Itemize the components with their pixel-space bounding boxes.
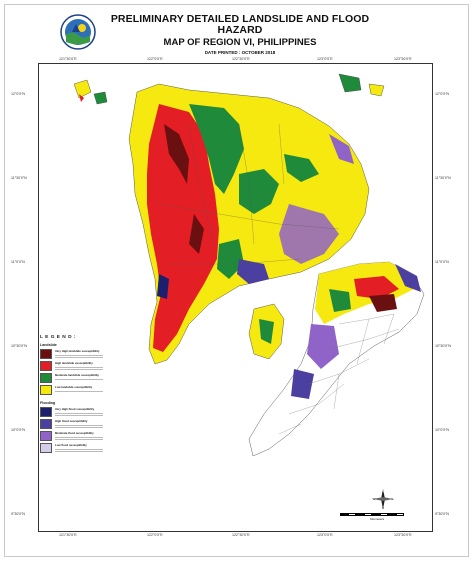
map-legend: L E G E N D : Landslide Very High landsl…	[40, 335, 135, 515]
legend-label: Low flood susceptibility	[55, 443, 87, 447]
grid-label-bottom-3: 122°30'0"E	[232, 533, 250, 537]
legend-label: Very High landslide susceptibility	[55, 349, 100, 353]
agency-seal-logo	[60, 14, 96, 50]
legend-item: Very High landslide susceptibility	[40, 349, 135, 359]
legend-swatch	[40, 419, 52, 429]
grid-label-top-3: 122°30'0"E	[232, 57, 250, 61]
grid-label-right-6: 9°30'0"N	[435, 512, 449, 516]
panay-flood-areas	[279, 204, 339, 264]
map-subtitle: MAP OF REGION VI, PHILIPPINES	[163, 37, 317, 48]
grid-label-left-4: 10°30'0"N	[11, 344, 27, 348]
legend-item: Very High flood susceptibility	[40, 407, 135, 417]
compass-e: E	[391, 497, 393, 501]
legend-item: Moderate landslide susceptibility	[40, 373, 135, 383]
legend-label: Very High flood susceptibility	[55, 407, 95, 411]
legend-swatch	[40, 443, 52, 453]
grid-label-right-5: 10°0'0"N	[435, 428, 449, 432]
map-header: PRELIMINARY DETAILED LANDSLIDE AND FLOOD…	[0, 0, 474, 62]
legend-group-flooding: Flooding	[40, 401, 56, 405]
grid-label-bottom-1: 121°30'0"E	[59, 533, 77, 537]
northern-islets	[73, 79, 92, 99]
legend-label: Moderate landslide susceptibility	[55, 373, 99, 377]
legend-item: High flood susceptibility	[40, 419, 135, 429]
scale-bar: Kilometers	[340, 513, 420, 523]
grid-label-top-1: 121°30'0"E	[59, 57, 77, 61]
grid-label-left-6: 9°30'0"N	[11, 512, 25, 516]
legend-label: Moderate flood susceptibility	[55, 431, 94, 435]
date-printed: DATE PRINTED : OCTOBER 2018	[204, 50, 276, 55]
legend-label: High landslide susceptibility	[55, 361, 93, 365]
region-map	[73, 73, 425, 457]
legend-title: L E G E N D :	[40, 335, 76, 340]
grid-label-right-2: 11°30'0"N	[435, 176, 451, 180]
grid-label-left-1: 12°0'0"N	[11, 92, 25, 96]
grid-label-right-4: 10°30'0"N	[435, 344, 451, 348]
grid-label-bottom-2: 122°0'0"E	[147, 533, 163, 537]
legend-label: Low landslide susceptibility	[55, 385, 93, 389]
scale-unit: Kilometers	[370, 517, 385, 521]
grid-label-top-5: 123°30'0"E	[394, 57, 412, 61]
map-frame: 121°30'0"E 122°0'0"E 122°30'0"E 123°0'0"…	[11, 57, 451, 537]
legend-swatch	[40, 431, 52, 441]
legend-item: Low flood susceptibility	[40, 443, 135, 453]
grid-label-top-2: 122°0'0"E	[147, 57, 163, 61]
panay-very-high-landslide	[164, 124, 189, 184]
legend-swatch	[40, 385, 52, 395]
legend-item: Low landslide susceptibility	[40, 385, 135, 395]
panay-moderate-landslide	[189, 104, 244, 194]
legend-swatch	[40, 407, 52, 417]
grid-label-bottom-4: 123°0'0"E	[317, 533, 333, 537]
grid-label-right-3: 11°0'0"N	[435, 260, 449, 264]
compass-s: S	[382, 506, 384, 510]
grid-label-left-5: 10°0'0"N	[11, 428, 25, 432]
grid-label-top-4: 123°0'0"E	[317, 57, 333, 61]
legend-item: Moderate flood susceptibility	[40, 431, 135, 441]
legend-group-landslide: Landslide	[40, 343, 57, 347]
compass-w: W	[373, 497, 376, 501]
legend-swatch	[40, 349, 52, 359]
compass-n: N	[382, 489, 384, 493]
grid-label-bottom-5: 123°30'0"E	[394, 533, 412, 537]
grid-label-left-3: 11°0'0"N	[11, 260, 25, 264]
legend-label: High flood susceptibility	[55, 419, 88, 423]
legend-swatch	[40, 361, 52, 371]
north-arrow-compass-icon: N S E W	[372, 488, 394, 510]
grid-label-left-2: 11°30'0"N	[11, 176, 27, 180]
grid-label-right-1: 12°0'0"N	[435, 92, 449, 96]
map-title: PRELIMINARY DETAILED LANDSLIDE AND FLOOD…	[110, 13, 370, 36]
legend-swatch	[40, 373, 52, 383]
legend-item: High landslide susceptibility	[40, 361, 135, 371]
